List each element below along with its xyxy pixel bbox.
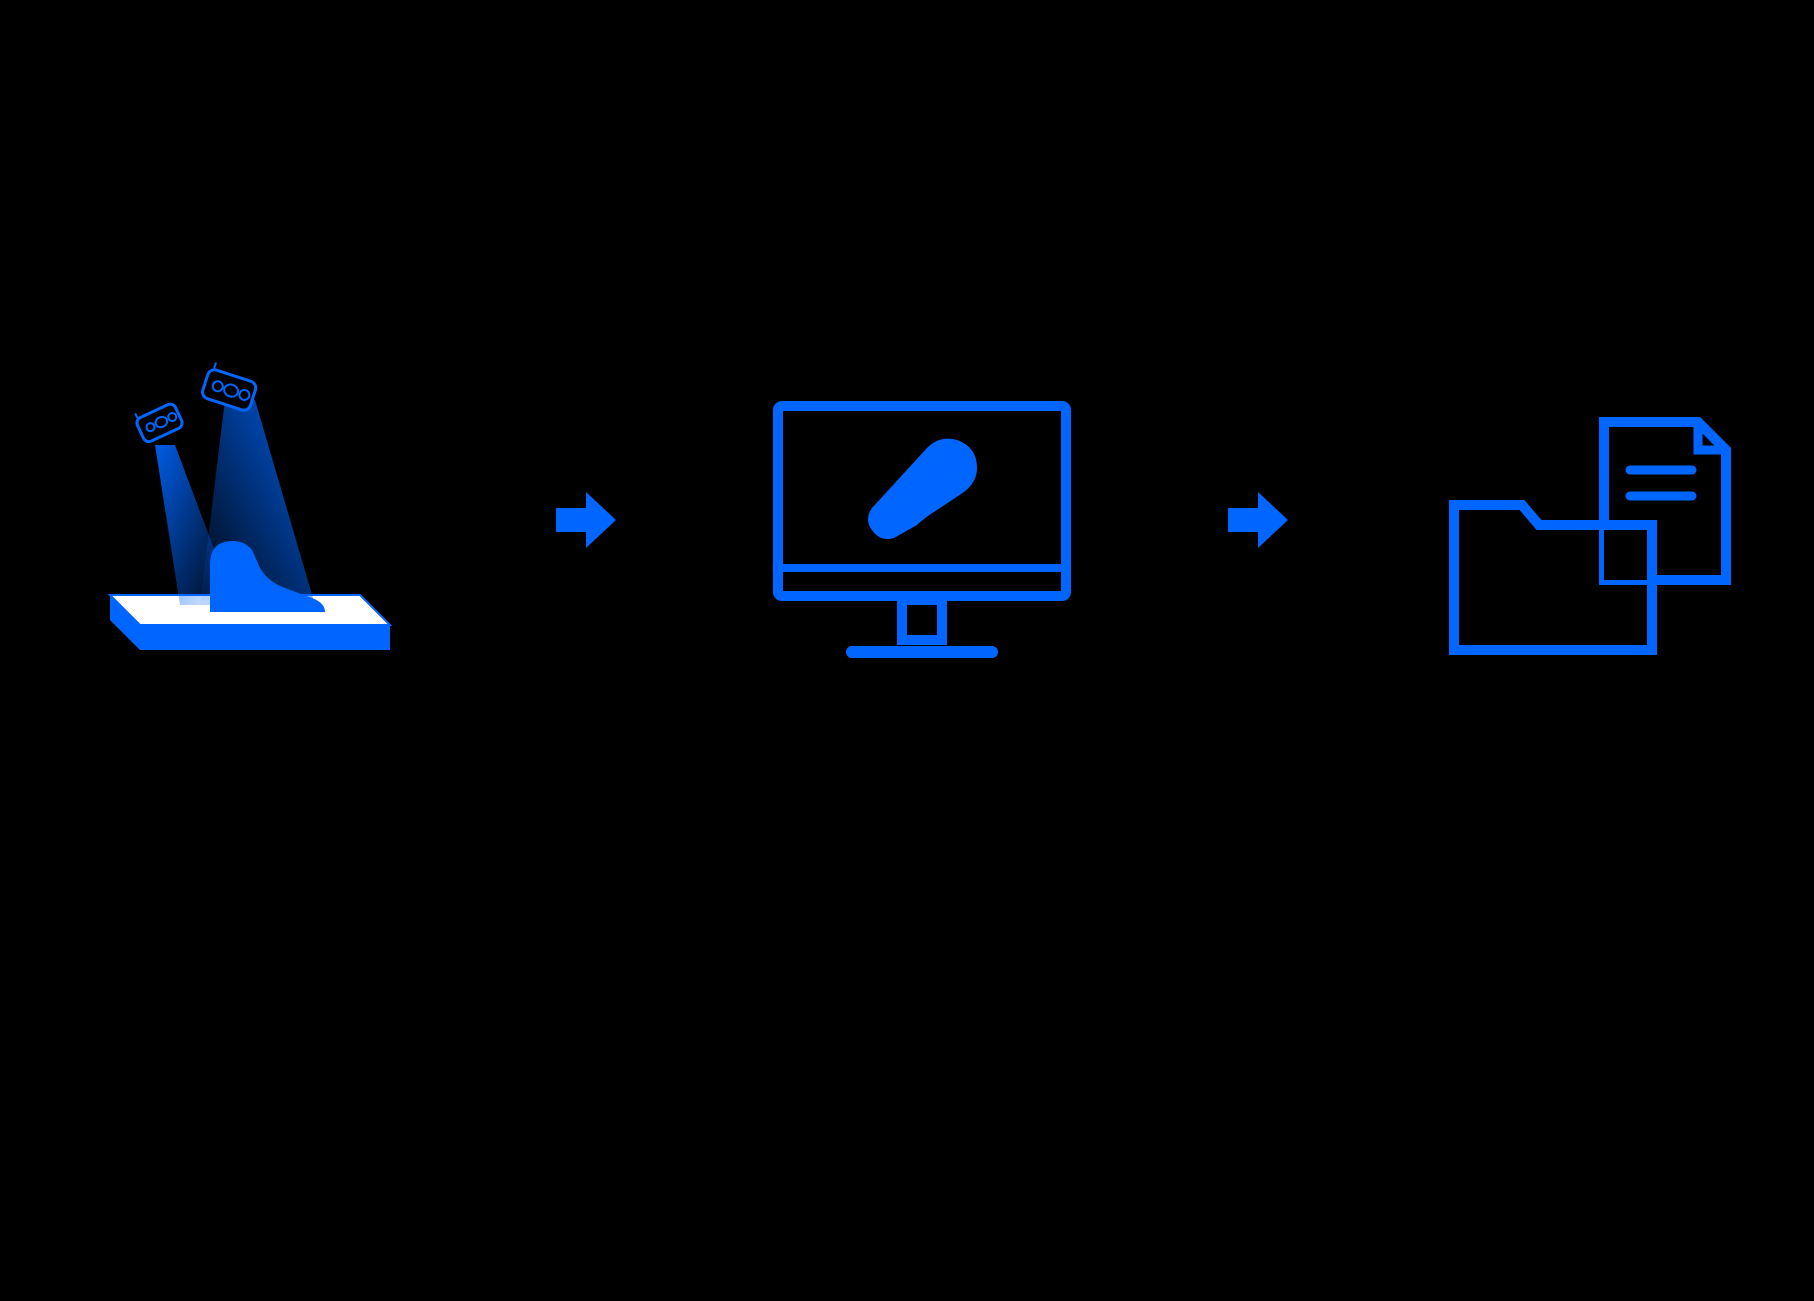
arrow-icon: [1228, 490, 1288, 550]
step-scan: [80, 380, 400, 660]
step-output: [1444, 380, 1734, 660]
scanner-icon: [80, 380, 400, 660]
step-process: [772, 380, 1072, 660]
folder-document-icon: [1444, 380, 1734, 660]
process-flow-diagram: [80, 380, 1734, 660]
monitor-icon: [772, 380, 1072, 660]
arrow-icon: [556, 490, 616, 550]
